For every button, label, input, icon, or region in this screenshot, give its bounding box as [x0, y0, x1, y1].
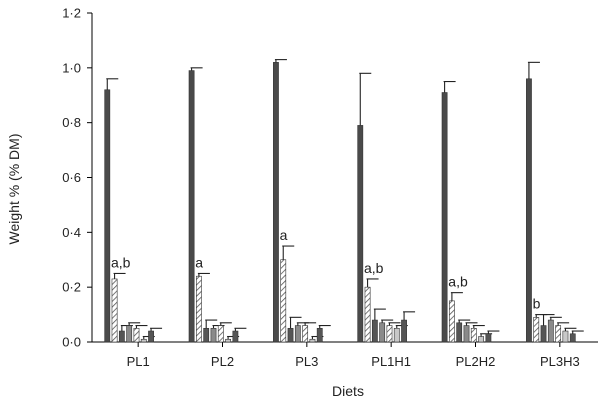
x-tick-label: PL3: [295, 354, 318, 369]
bar: [456, 322, 463, 343]
bar: [280, 259, 287, 343]
x-tick-label: PL2H2: [456, 354, 496, 369]
y-tick-label: 0·8: [62, 115, 81, 130]
bar: [526, 78, 532, 343]
bar: [463, 325, 470, 343]
bar: [140, 338, 147, 343]
significance-label: b: [533, 296, 541, 312]
y-tick-label: 0·6: [62, 170, 81, 185]
x-tick-label: PL2: [211, 354, 234, 369]
significance-label: a: [195, 254, 203, 270]
bar: [294, 325, 301, 343]
bar: [225, 338, 231, 343]
bar: [540, 325, 547, 343]
y-tick-label: 0·4: [62, 225, 81, 240]
bar: [371, 319, 378, 343]
y-tick-label: 0·0: [62, 335, 81, 350]
x-tick-label: PL1: [127, 354, 150, 369]
bar: [569, 333, 576, 343]
bar: [547, 319, 554, 343]
x-tick-label: PL1H1: [371, 354, 411, 369]
bar: [316, 327, 323, 343]
significance-label: a,b: [364, 260, 384, 276]
significance-label: a,b: [111, 254, 131, 270]
bar: [470, 327, 477, 343]
bar: [302, 325, 309, 343]
bar: [379, 322, 386, 343]
bar: [203, 327, 210, 343]
bar: [273, 62, 279, 343]
y-tick-label: 0·2: [62, 280, 81, 295]
plot-area: 0·0 0·2 0·4 0·6 0·8 1·0 1·2 PL1 PL2 PL3 PL1H1 PL2H2…: [62, 6, 598, 369]
bar: [188, 70, 195, 343]
bar: [448, 300, 455, 343]
bar: [111, 278, 118, 343]
y-axis-title: Weight % (% DM): [6, 134, 22, 245]
bar: [118, 330, 125, 343]
bar: [357, 125, 364, 343]
bar: [401, 319, 407, 343]
bar: [104, 89, 111, 343]
bar: [533, 317, 540, 343]
bar: [309, 338, 316, 343]
bar: [364, 286, 371, 343]
significance-label: a,b: [448, 274, 468, 290]
y-tick-label: 1·0: [62, 60, 81, 75]
significance-label: a: [280, 227, 288, 243]
bar: [287, 327, 294, 343]
bar: [196, 275, 202, 343]
bar: [386, 325, 393, 343]
bar: [126, 325, 133, 343]
bar: [148, 330, 154, 343]
y-tick-label: 1·2: [62, 6, 81, 21]
x-axis-title: Diets: [332, 383, 364, 399]
bar: [478, 336, 484, 343]
bar: [232, 330, 239, 343]
bar: [441, 92, 448, 343]
bar: [217, 325, 224, 343]
bar: [485, 333, 492, 343]
bar: [210, 327, 217, 343]
bar: [562, 330, 569, 343]
x-tick-label: PL3H3: [540, 354, 580, 369]
bar: [555, 325, 562, 343]
bar: [133, 327, 140, 343]
bar: [393, 327, 400, 343]
